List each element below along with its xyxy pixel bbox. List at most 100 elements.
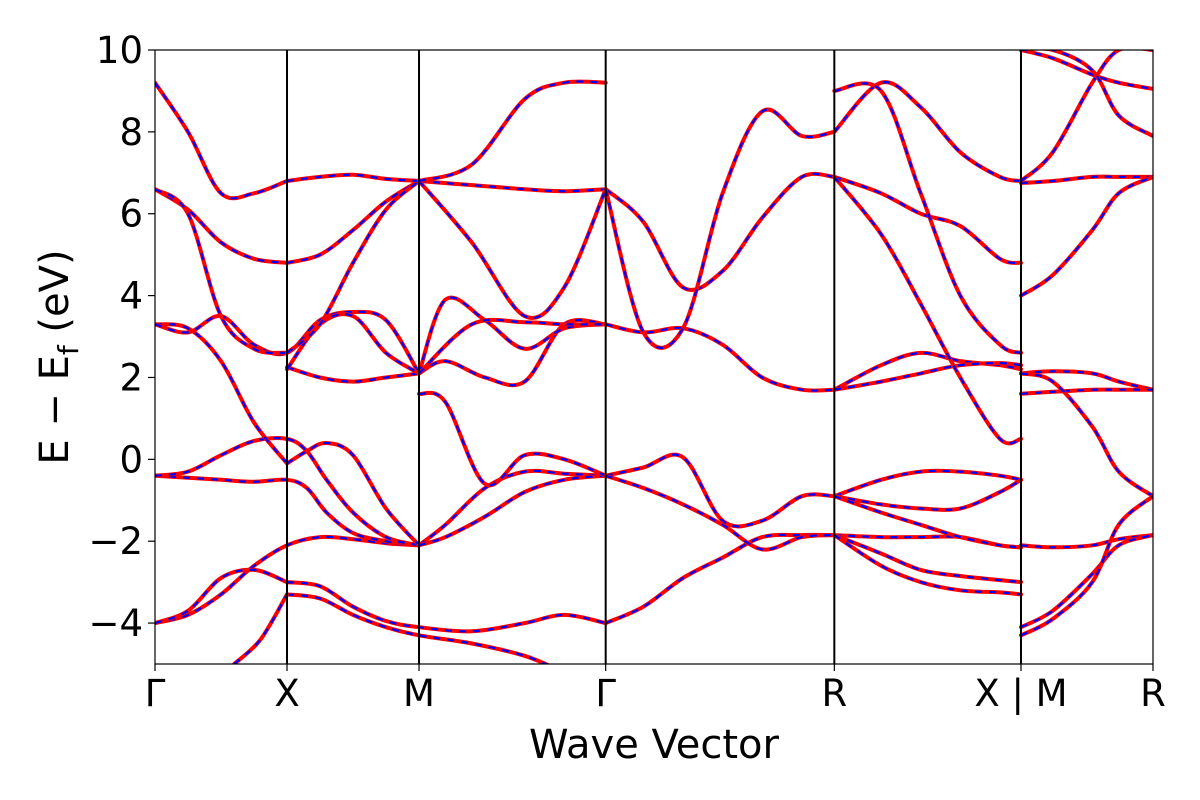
band-33-dashed <box>286 180 420 354</box>
band-38-dashed <box>418 80 606 183</box>
x-axis-label: Wave Vector <box>529 722 780 768</box>
band-30-dashed <box>155 188 288 264</box>
y-tick-label-6: 8 <box>119 111 143 154</box>
band-36-dashed <box>418 179 606 193</box>
band-26-dashed <box>418 318 606 375</box>
y-tick-label-2: 0 <box>119 438 143 481</box>
band-47-solid <box>1019 50 1153 183</box>
band-51-dashed <box>1020 534 1153 549</box>
band-4-solid <box>232 592 289 664</box>
band-10-dashed <box>418 469 606 547</box>
band-39-dashed <box>604 172 835 292</box>
band-11-solid <box>417 473 608 548</box>
y-axis-label-subscript: f <box>52 344 85 355</box>
band-6-dashed <box>155 474 420 547</box>
band-50-dashed <box>1020 372 1153 498</box>
band-4-dashed <box>233 593 288 664</box>
band-40-dashed <box>604 108 835 349</box>
band-32-solid <box>285 179 421 265</box>
x-tick-label-3: Γ <box>595 672 616 715</box>
band-23-solid <box>285 312 421 376</box>
x-tick-label-1: X <box>274 672 299 715</box>
band-7-solid <box>155 436 421 548</box>
band-15-dashed <box>833 469 1022 498</box>
band-41-dashed <box>833 175 1022 265</box>
band-5-solid <box>603 532 837 626</box>
x-tick-label-2: M <box>403 672 435 715</box>
band-33-solid <box>285 179 421 355</box>
band-23-dashed <box>286 313 420 375</box>
band-19-solid <box>832 533 1023 597</box>
y-axis-ticks: −4 −2 0 2 4 6 8 10 <box>88 29 155 645</box>
x-tick-label-6: R <box>1140 672 1166 715</box>
band-14-dashed <box>605 474 835 551</box>
y-axis-label-unit: (eV) <box>32 249 78 345</box>
band-18-dashed <box>833 534 1022 584</box>
band-12-dashed <box>418 391 607 487</box>
band-42-dashed <box>833 176 1022 445</box>
band-55-dashed <box>1021 50 1153 137</box>
band-46-dashed <box>1020 175 1153 297</box>
band-52-solid <box>1019 533 1153 630</box>
band-9-solid <box>285 440 421 548</box>
band-45-dashed <box>1020 175 1153 185</box>
band-20-dashed <box>833 495 1022 549</box>
band-22-solid <box>285 365 421 384</box>
y-tick-label-3: 2 <box>119 356 143 399</box>
band-38-solid <box>417 79 608 183</box>
band-52-dashed <box>1020 534 1153 629</box>
band-34-dashed <box>155 82 288 200</box>
band-27-dashed <box>605 323 835 392</box>
band-15-solid <box>832 468 1023 499</box>
band-3-solid <box>285 592 551 664</box>
band-40-solid <box>603 107 837 350</box>
band-25-solid <box>417 295 608 376</box>
y-tick-label-4: 4 <box>119 275 143 318</box>
band-12-solid <box>417 390 608 488</box>
band-34-solid <box>155 80 289 201</box>
band-20-solid <box>832 494 1023 550</box>
band-41-solid <box>832 174 1023 265</box>
band-54-solid <box>1019 50 1153 91</box>
band-53-solid <box>1019 494 1153 638</box>
y-tick-label-7: 10 <box>96 29 143 72</box>
band-29-dashed <box>834 362 1022 391</box>
band-13-solid <box>603 452 837 529</box>
band-31-dashed <box>155 188 288 355</box>
y-tick-label-5: 6 <box>119 193 143 236</box>
band-1-dashed <box>155 568 288 625</box>
band-54-dashed <box>1020 50 1153 90</box>
band-lines <box>155 50 1153 664</box>
band-32-dashed <box>286 180 420 264</box>
band-28-dashed <box>833 351 1022 391</box>
kpath-lines <box>286 50 1022 664</box>
band-27-solid <box>603 322 837 393</box>
x-tick-label-0: Γ <box>145 672 166 715</box>
x-tick-label-5: X | M <box>974 672 1067 715</box>
band-43-dashed <box>833 81 1022 183</box>
band-9-dashed <box>286 441 420 547</box>
band-48-dashed <box>1020 370 1153 391</box>
y-tick-label-0: −4 <box>88 602 143 645</box>
x-axis-ticks: Γ X M Γ R X | M R <box>145 664 1166 715</box>
band-24-dashed <box>418 318 606 387</box>
x-tick-label-4: R <box>821 672 847 715</box>
y-axis-label-main: E − E <box>32 355 78 465</box>
band-49-dashed <box>1020 388 1153 395</box>
band-8-solid <box>155 322 289 466</box>
y-tick-label-1: −2 <box>88 520 143 563</box>
band-31-solid <box>155 187 289 355</box>
band-35-solid <box>285 172 421 183</box>
band-21-dashed <box>155 310 420 374</box>
band-37-dashed <box>418 180 607 319</box>
plot-frame <box>154 49 1154 665</box>
band-10-solid <box>417 468 608 548</box>
band-13-dashed <box>605 453 835 528</box>
band-16-dashed <box>834 478 1022 511</box>
y-axis-label: E − Ef (eV) <box>32 249 85 464</box>
band-44-solid <box>832 81 1023 355</box>
band-3-dashed <box>286 593 549 664</box>
band-53-dashed <box>1020 495 1153 637</box>
band-24-solid <box>417 318 608 388</box>
